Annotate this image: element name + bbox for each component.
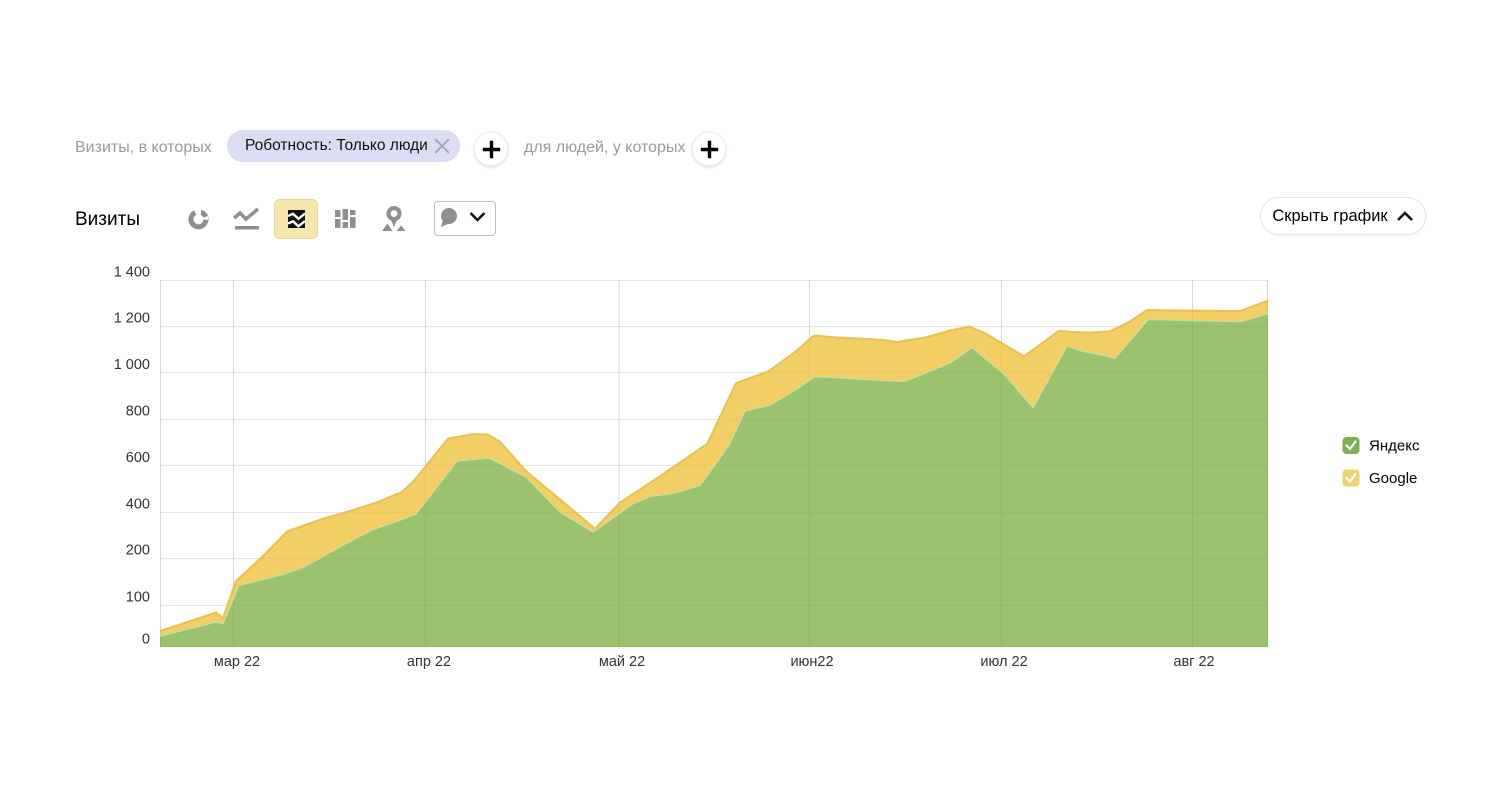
svg-text:июн22: июн22 [790, 654, 833, 670]
svg-text:100: 100 [126, 590, 150, 606]
svg-text:июл 22: июл 22 [980, 654, 1027, 670]
svg-text:мар 22: мар 22 [214, 654, 260, 670]
svg-text:1 000: 1 000 [114, 357, 150, 373]
svg-text:600: 600 [126, 450, 150, 466]
svg-text:май 22: май 22 [599, 654, 645, 670]
svg-text:Google: Google [1369, 470, 1417, 487]
svg-text:1 200: 1 200 [114, 311, 150, 327]
svg-text:апр 22: апр 22 [407, 654, 451, 670]
svg-text:авг 22: авг 22 [1173, 654, 1214, 670]
svg-text:400: 400 [126, 497, 150, 513]
svg-text:Яндекс: Яндекс [1369, 438, 1420, 455]
svg-text:200: 200 [126, 543, 150, 559]
svg-text:1 400: 1 400 [114, 265, 150, 281]
svg-text:800: 800 [126, 404, 150, 420]
svg-text:0: 0 [142, 632, 150, 648]
